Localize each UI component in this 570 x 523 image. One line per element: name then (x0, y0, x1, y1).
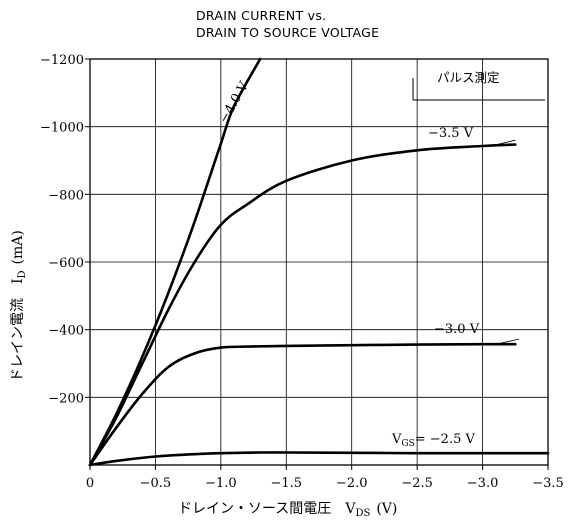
title-line-2: DRAIN TO SOURCE VOLTAGE (196, 25, 379, 40)
label-vgs-value: = −2.5 V (415, 432, 476, 447)
title-line-1: DRAIN CURRENT vs. (196, 8, 326, 23)
y-axis-symbol: I (10, 278, 26, 284)
x-tick-label-0: 0 (86, 476, 94, 491)
label-vgs-minus-3-5: −3.5 V (428, 126, 474, 141)
y-tick-label-0: −200 (48, 391, 84, 406)
y-axis-title-main: ドレイン電流 (10, 298, 26, 382)
curve-vgs-minus-3-0 (88, 342, 517, 467)
x-tick-label-4: −2.0 (336, 476, 368, 491)
x-axis-subscript: DS (355, 508, 370, 519)
y-tick-label-4: −1000 (40, 121, 84, 136)
leader-line-3-0 (495, 338, 520, 345)
label-vgs-minus-3-0: −3.0 V (434, 322, 480, 337)
label-vgs-minus-4-0: −4.0 V (216, 79, 252, 126)
x-tick-label-5: −2.5 (401, 476, 433, 491)
x-axis-title: ドレイン・ソース間電圧 VDS (V) (178, 501, 397, 519)
x-tick-label-7: −3.5 (532, 476, 564, 491)
pulse-measurement-note: パルス測定 (437, 70, 500, 85)
chart-title: DRAIN CURRENT vs. DRAIN TO SOURCE VOLTAG… (196, 8, 379, 40)
y-tick-label-1: −400 (48, 324, 84, 339)
label-vgs-minus-2-5: VGS= −2.5 V (391, 432, 475, 449)
x-tick-label-3: −1.5 (270, 476, 302, 491)
label-vgs-symbol: V (391, 432, 402, 447)
y-axis-ticks: −200 −400 −600 −800 −1000 −1200 (40, 53, 90, 406)
x-tick-label-6: −3.0 (467, 476, 499, 491)
y-tick-label-2: −600 (48, 256, 84, 271)
grid (90, 59, 548, 465)
x-axis-symbol: V (344, 501, 356, 517)
y-tick-label-5: −1200 (40, 53, 84, 68)
curve-labels: −4.0 V −3.5 V −3.0 V VGS= −2.5 V (216, 79, 479, 449)
y-axis-subscript: D (17, 270, 28, 278)
x-tick-label-2: −1.0 (205, 476, 237, 491)
series-group (88, 57, 550, 467)
curve-vgs-minus-3-5 (88, 143, 517, 467)
annotation-box: パルス測定 (412, 70, 545, 101)
y-tick-label-3: −800 (48, 188, 84, 203)
x-axis-title-main: ドレイン・ソース間電圧 (178, 501, 331, 517)
x-axis-ticks: 0 −0.5 −1.0 −1.5 −2.0 −2.5 −3.0 −3.5 (86, 465, 564, 491)
curve-vgs-minus-2-5 (88, 451, 550, 467)
leader-line-3-5 (495, 139, 516, 146)
x-axis-unit: (V) (376, 501, 397, 517)
x-tick-label-1: −0.5 (140, 476, 172, 491)
y-axis-title: ドレイン電流 ID (mA) (10, 230, 28, 382)
label-vgs-subscript: GS (401, 439, 414, 449)
y-axis-unit: (mA) (10, 230, 26, 264)
curve-vgs-minus-4-0 (88, 57, 262, 467)
